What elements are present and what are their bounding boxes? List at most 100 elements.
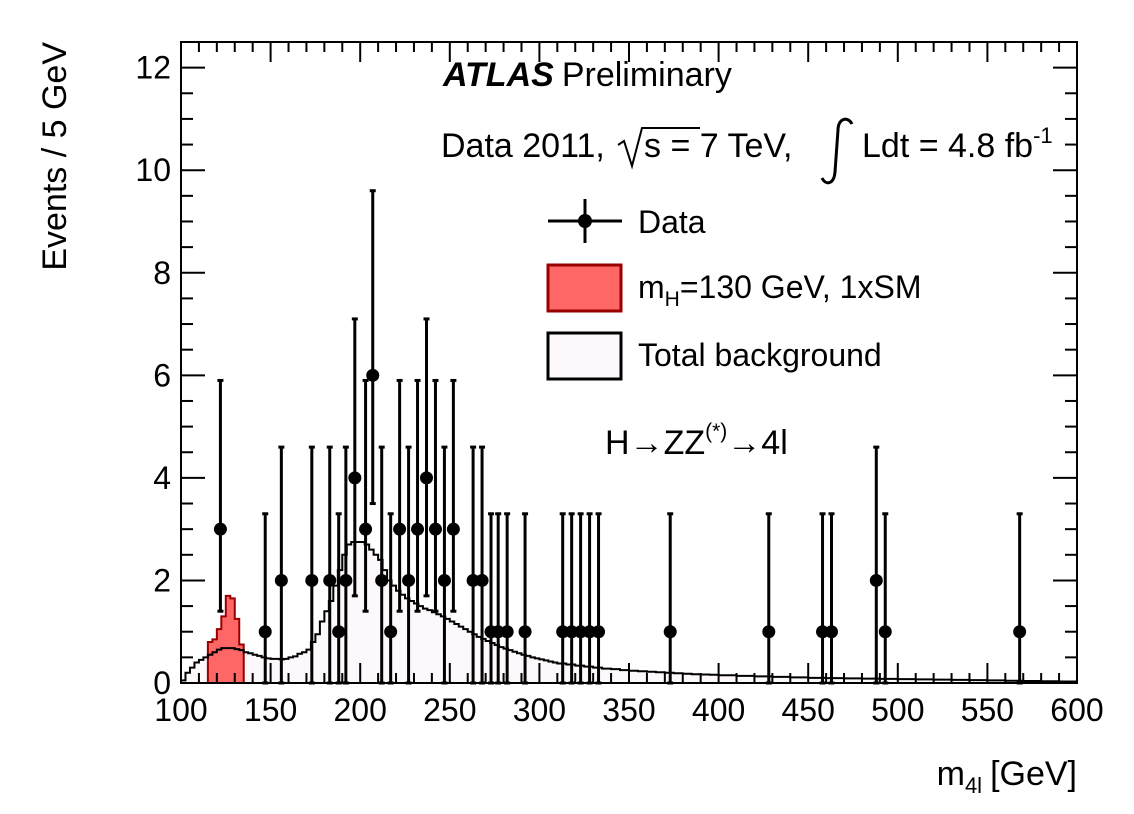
data-marker — [518, 625, 532, 639]
atlas-subtitle: Preliminary — [562, 56, 732, 94]
data-point — [213, 378, 227, 613]
data-marker — [332, 625, 346, 639]
x-tick-label: 250 — [423, 692, 476, 728]
x-tick-label: 100 — [154, 692, 207, 728]
data-marker — [428, 522, 442, 536]
data-marker — [466, 573, 480, 587]
x-axis-symbol: m — [937, 755, 965, 793]
data-point — [420, 317, 434, 598]
data-marker — [565, 625, 579, 639]
x-tick-label: 300 — [513, 692, 566, 728]
x-tick-label: 600 — [1050, 692, 1103, 728]
y-axis-title: Events / 5 GeV — [36, 42, 74, 271]
data-marker — [402, 573, 416, 587]
atlas-title: ATLAS — [442, 56, 554, 94]
data-marker — [437, 573, 451, 587]
data-marker — [663, 625, 677, 639]
channel-arrow-1: → — [630, 424, 664, 462]
data-marker — [869, 573, 883, 587]
legend-data-marker — [578, 214, 592, 228]
data-point — [816, 512, 830, 685]
data-marker — [258, 625, 272, 639]
data-point — [574, 512, 588, 685]
y-tick-label: 10 — [135, 152, 171, 188]
data-point — [663, 512, 677, 685]
legend-signal-subscript: H — [665, 288, 680, 311]
x-tick-label: 400 — [692, 692, 745, 728]
data-marker — [359, 522, 373, 536]
data-marker — [420, 471, 434, 485]
channel-4l: 4l — [761, 424, 787, 462]
data-marker — [592, 625, 606, 639]
x-axis-unit: [GeV] — [990, 755, 1077, 793]
data-marker — [1013, 625, 1027, 639]
legend-signal-label: mH=130 GeV, 1xSM — [638, 269, 921, 311]
data-marker — [574, 625, 588, 639]
data-marker — [213, 522, 227, 536]
y-tick-label: 6 — [153, 357, 171, 393]
data-marker — [762, 625, 776, 639]
x-tick-label: 200 — [334, 692, 387, 728]
data-marker — [500, 625, 514, 639]
data-marker — [375, 573, 389, 587]
data-point — [274, 445, 288, 685]
y-tick-label: 0 — [153, 665, 171, 701]
data-marker — [305, 573, 319, 587]
tick-labels-layer: 100 150 200 250 300 350 400 450 500 550 600 0 2 4 6 8 10… — [135, 50, 1103, 728]
data-marker — [411, 522, 425, 536]
data-point — [428, 378, 442, 613]
x-tick-label: 450 — [782, 692, 835, 728]
data-point — [583, 512, 597, 685]
lumi-value: Ldt = 4.8 fb — [862, 127, 1033, 165]
data-marker — [491, 625, 505, 639]
data-point — [556, 512, 570, 685]
channel-zz: ZZ — [664, 424, 706, 462]
y-tick-label: 4 — [153, 460, 171, 496]
data-marker — [348, 471, 362, 485]
data-point — [1013, 512, 1027, 685]
x-tick-label: 350 — [602, 692, 655, 728]
data-point — [366, 189, 380, 506]
legend-data-label: Data — [638, 204, 706, 240]
lumi-exponent: -1 — [1033, 123, 1053, 148]
x-axis-title: m4l [GeV] — [937, 755, 1077, 798]
y-tick-label: 12 — [135, 50, 171, 86]
axis-ticks-layer — [180, 41, 1078, 684]
sqrt-icon — [617, 127, 700, 170]
legend-background-swatch — [546, 331, 623, 381]
data-point — [339, 445, 353, 685]
channel-label: H→ZZ(*)→4l — [605, 420, 788, 462]
data-points-layer — [213, 189, 1027, 685]
data-point — [348, 317, 362, 598]
data-point — [762, 512, 776, 685]
legend: Data mH=130 GeV, 1xSM Total background — [546, 199, 921, 381]
x-axis-subscript: 4l — [965, 773, 982, 798]
background-fill — [181, 541, 1077, 683]
data-point — [878, 512, 892, 685]
data-marker — [475, 573, 489, 587]
legend-background-label: Total background — [638, 337, 882, 373]
data-marker — [583, 625, 597, 639]
y-tick-label: 8 — [153, 255, 171, 291]
data-point — [869, 445, 883, 685]
data-marker — [274, 573, 288, 587]
data-point — [393, 378, 407, 613]
data-marker — [384, 625, 398, 639]
data-point — [592, 512, 606, 685]
data-marker — [339, 573, 353, 587]
y-tick-label: 2 — [153, 562, 171, 598]
data-point — [565, 512, 579, 685]
data-marker — [556, 625, 570, 639]
channel-star: (*) — [705, 420, 727, 443]
channel-h: H — [605, 424, 630, 462]
histogram-layer — [181, 540, 1077, 684]
data-marker — [824, 625, 838, 639]
data-marker — [446, 522, 460, 536]
data-marker — [816, 625, 830, 639]
data-point — [359, 378, 373, 613]
data-point — [475, 445, 489, 685]
data-point — [446, 378, 460, 613]
data-point — [384, 512, 398, 685]
data-point — [411, 378, 425, 613]
